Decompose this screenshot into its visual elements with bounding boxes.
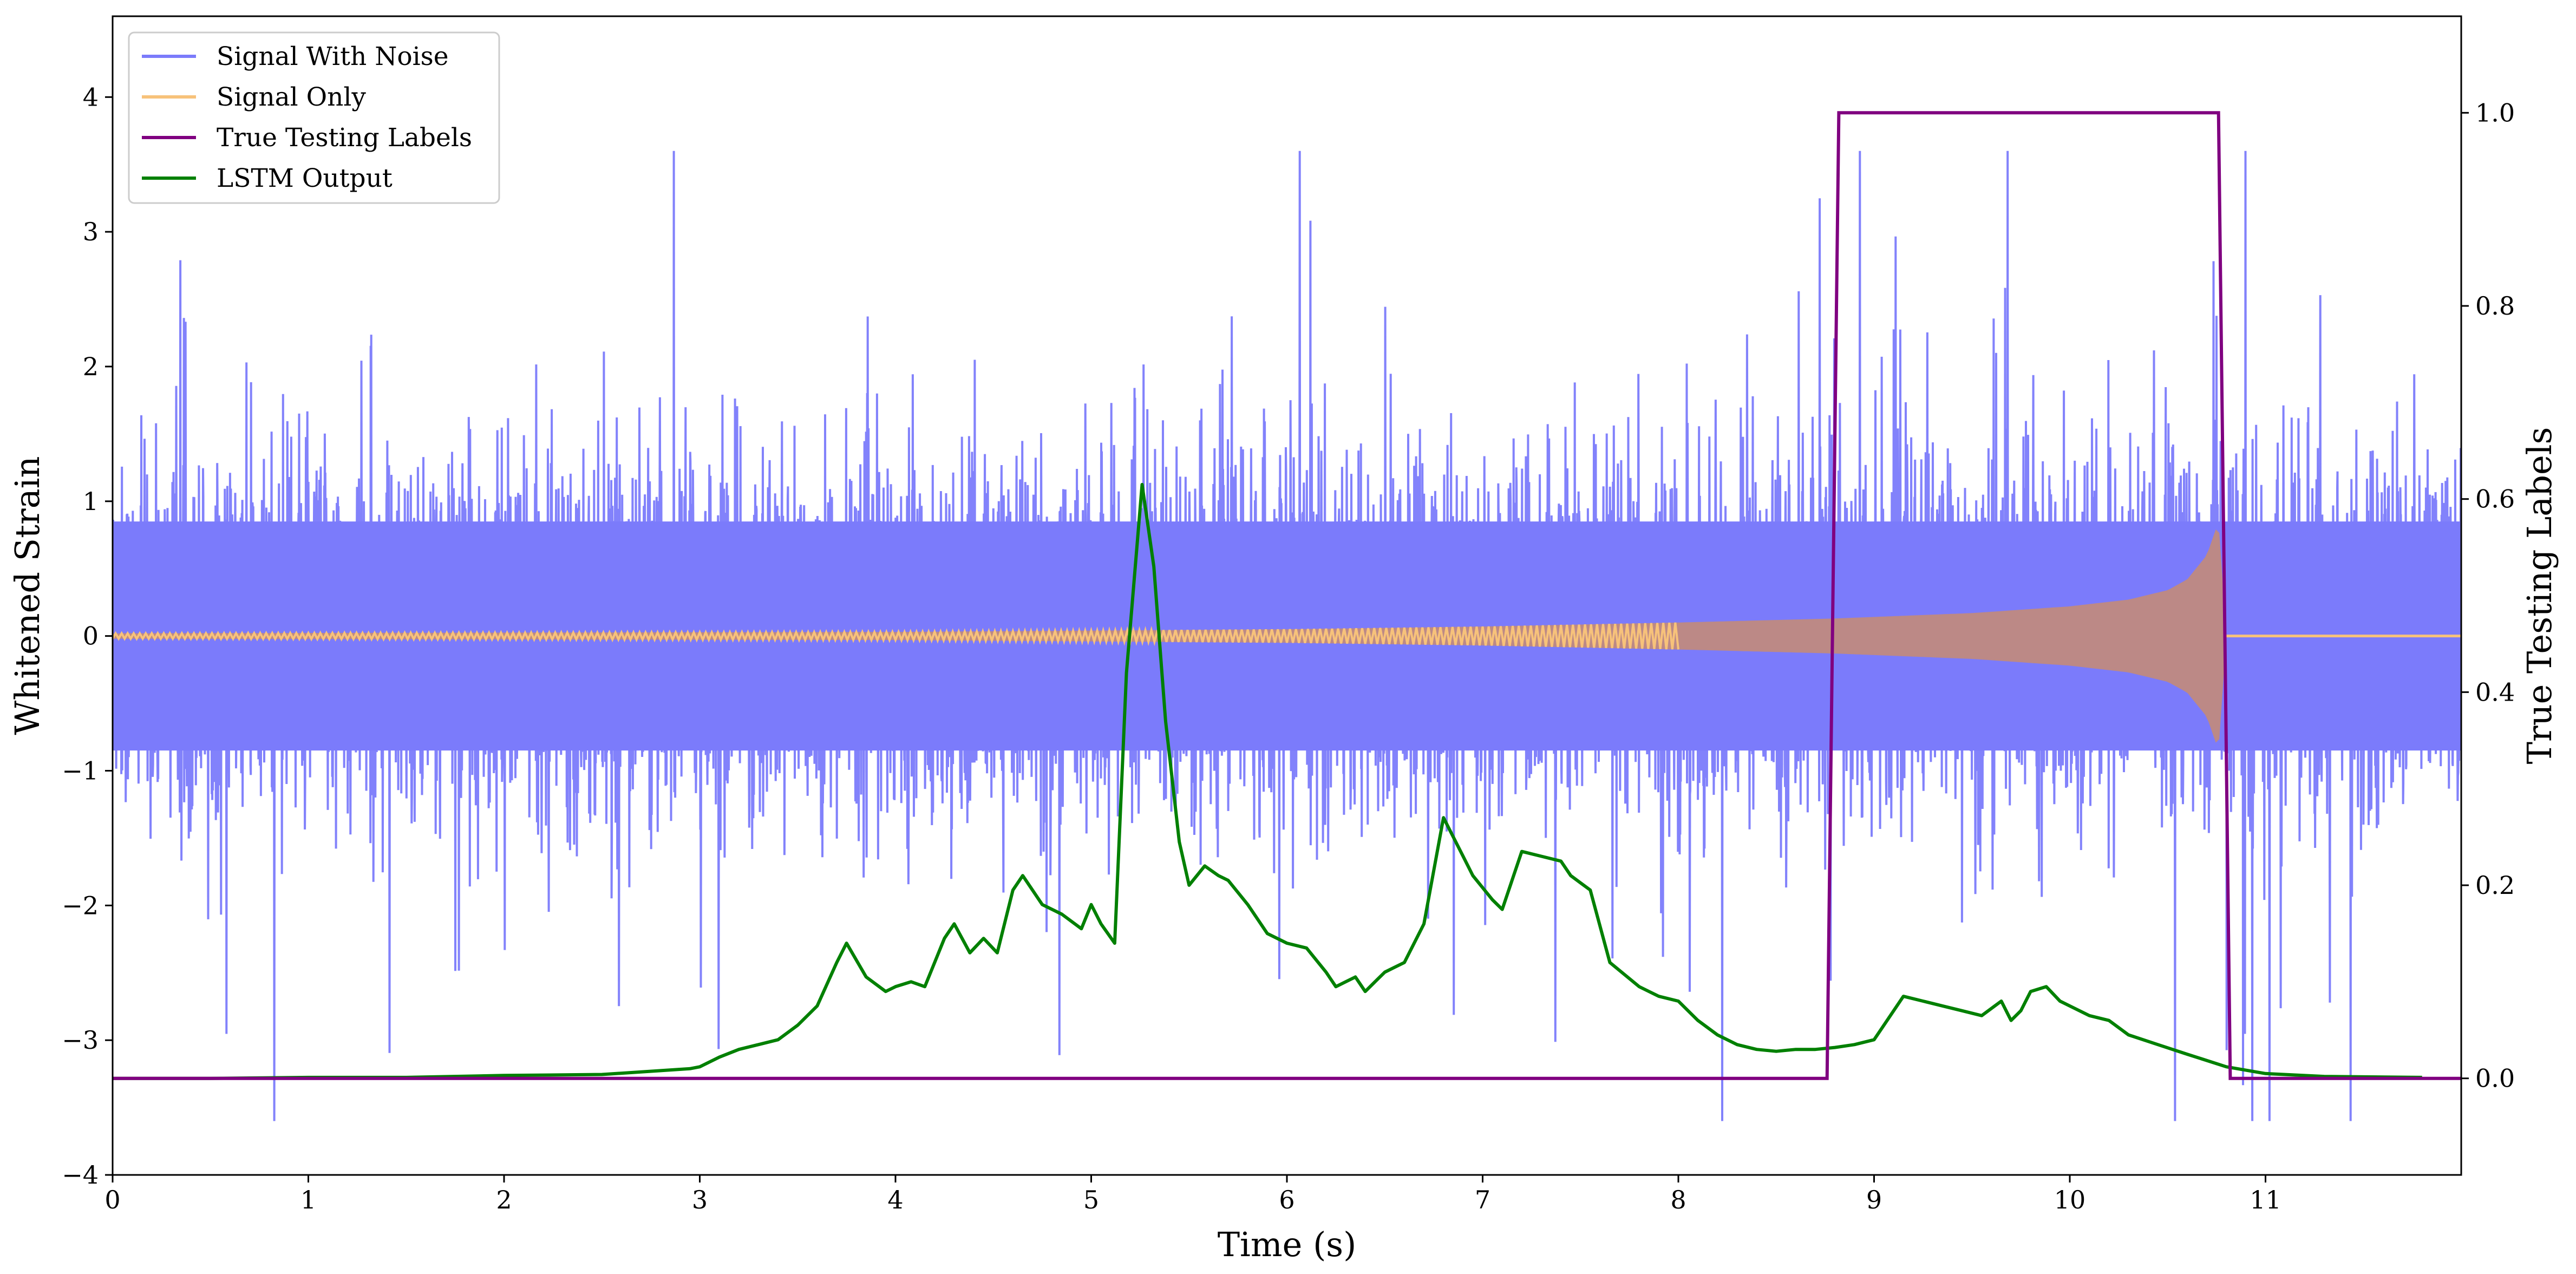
y-tick-label: −1	[62, 756, 99, 785]
legend-box	[128, 31, 500, 204]
legend: Signal With Noise Signal Only True Testing…	[128, 31, 500, 204]
x-tick-label: 5	[1083, 1185, 1099, 1214]
x-tick-label: 4	[887, 1185, 903, 1214]
plot-area	[113, 111, 2461, 1121]
y2-tick-label: 0.0	[2475, 1064, 2515, 1093]
x-tick-label: 2	[496, 1185, 512, 1214]
y-tick-label: 0	[83, 622, 99, 651]
x-tick-label: 0	[104, 1185, 120, 1214]
y-tick-label: 3	[83, 217, 99, 246]
y-tick-label: −2	[62, 891, 99, 920]
x-tick-label: 8	[1670, 1185, 1686, 1214]
y-tick-label: 2	[83, 352, 99, 381]
y-tick-label: 1	[83, 487, 99, 516]
y2-tick-label: 0.8	[2475, 291, 2515, 321]
x-tick-label: 3	[692, 1185, 708, 1214]
y2-axis-title: True Testing Labels	[2520, 427, 2559, 765]
y-tick-label: −3	[62, 1025, 99, 1055]
x-axis-title: Time (s)	[1218, 1225, 1357, 1264]
legend-lstm-output-label: LSTM Output	[217, 164, 393, 193]
y2-tick-label: 0.6	[2475, 485, 2515, 514]
y2-tick-label: 0.4	[2475, 677, 2515, 707]
x-tick-label: 10	[2054, 1185, 2086, 1214]
legend-signal-with-noise-label: Signal With Noise	[217, 42, 449, 71]
legend-true-testing-labels-label: True Testing Labels	[217, 123, 472, 153]
axes: 0 1 2 3 4 5 6 7 8 9 10 11 −4 −3 −2 −1 0 1 2 3 4 0.0 0.2 0.4 0.6 0…	[8, 15, 2559, 1264]
x-tick-label: 7	[1475, 1185, 1490, 1214]
signal-only-line	[113, 622, 1679, 650]
y-tick-label: 4	[83, 82, 99, 112]
x-tick-label: 6	[1279, 1185, 1294, 1214]
y2-tick-label: 0.2	[2475, 871, 2515, 900]
legend-signal-only-label: Signal Only	[217, 82, 366, 112]
true-testing-labels-line	[113, 111, 2461, 1080]
y2-tick-label: 1.0	[2475, 98, 2515, 127]
x-tick-label: 11	[2250, 1185, 2281, 1214]
y-tick-label: −4	[62, 1160, 99, 1190]
series-group	[113, 111, 2461, 1121]
signal-only-band	[113, 529, 2227, 743]
x-tick-label: 1	[300, 1185, 316, 1214]
x-tick-label: 9	[1866, 1185, 1882, 1214]
y-axis-title: Whitened Strain	[8, 456, 47, 735]
lstm-output-line	[113, 482, 2422, 1080]
